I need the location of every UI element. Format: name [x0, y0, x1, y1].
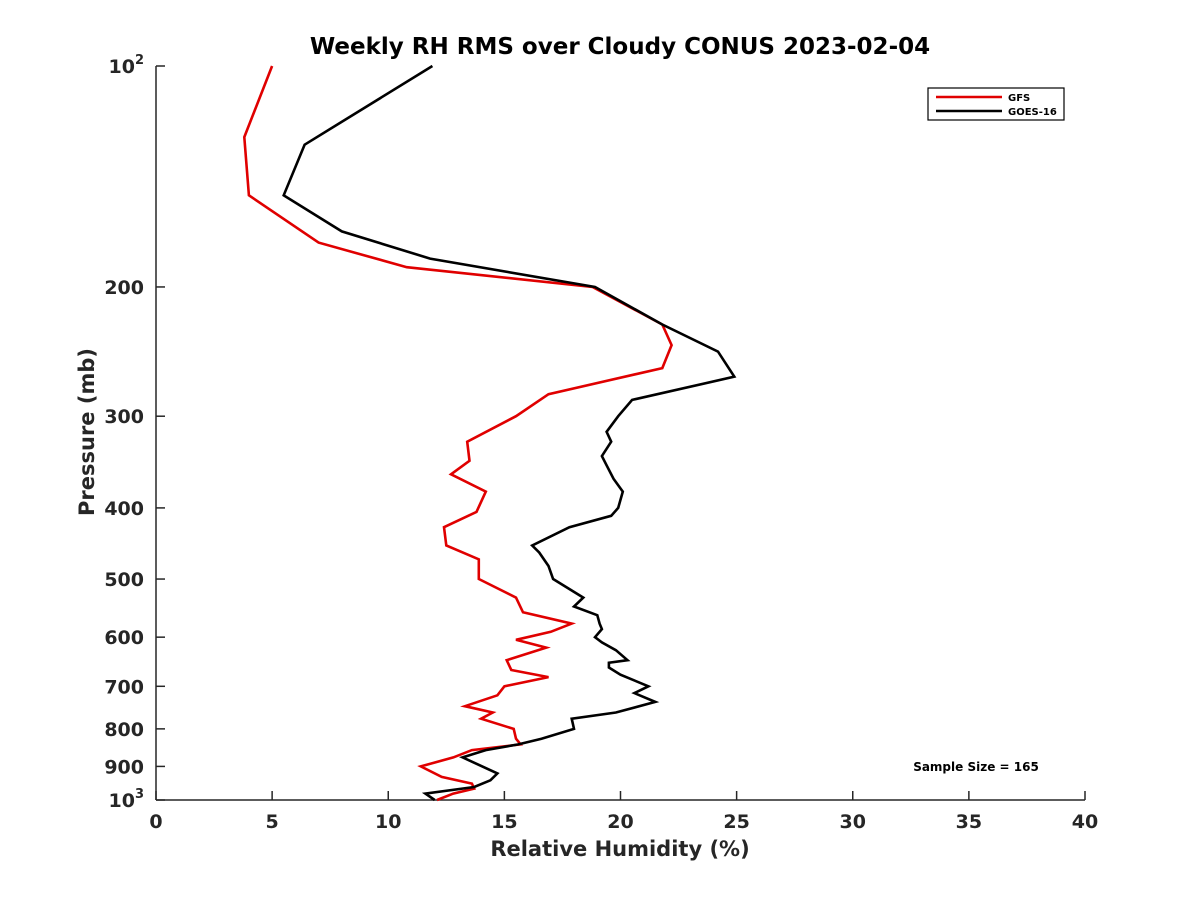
- legend-label: GFS: [1008, 93, 1030, 104]
- chart-title: Weekly RH RMS over Cloudy CONUS 2023-02-…: [310, 34, 930, 60]
- x-tick-label: 25: [723, 811, 749, 833]
- legend-label: GOES-16: [1008, 107, 1057, 118]
- series-line-gfs: [242, 65, 674, 802]
- x-tick-label: 35: [956, 811, 982, 833]
- x-tick-label: 15: [491, 811, 517, 833]
- axes: 0 5 10 15 20 25 30 35 40 102 200 300 400 500 600 700 800…: [104, 53, 1098, 833]
- x-tick-label: 10: [375, 811, 401, 833]
- sample-size-annotation: Sample Size = 165: [913, 760, 1039, 774]
- x-tick-label: 5: [266, 811, 279, 833]
- y-tick-label: 400: [104, 498, 144, 520]
- y-tick-label: 600: [104, 627, 144, 649]
- y-tick-label: 103: [109, 787, 145, 812]
- y-tick-label: 200: [104, 277, 144, 299]
- legend: GFS GOES-16: [927, 87, 1065, 121]
- y-axis-label: Pressure (mb): [75, 348, 99, 516]
- x-tick-label: 30: [840, 811, 866, 833]
- y-tick-label: 900: [104, 756, 144, 778]
- y-tick-label: 102: [109, 53, 145, 78]
- y-tick-label: 300: [104, 406, 144, 428]
- x-tick-label: 20: [607, 811, 633, 833]
- series-layer: [242, 64, 737, 802]
- y-tick-label: 500: [104, 569, 144, 591]
- series-line-goes-16: [282, 64, 737, 802]
- x-axis-label: Relative Humidity (%): [490, 837, 749, 861]
- y-tick-label: 800: [104, 719, 144, 741]
- x-tick-label: 40: [1072, 811, 1098, 833]
- legend-box: [927, 87, 1065, 121]
- y-tick-label: 700: [104, 676, 144, 698]
- x-tick-label: 0: [149, 811, 162, 833]
